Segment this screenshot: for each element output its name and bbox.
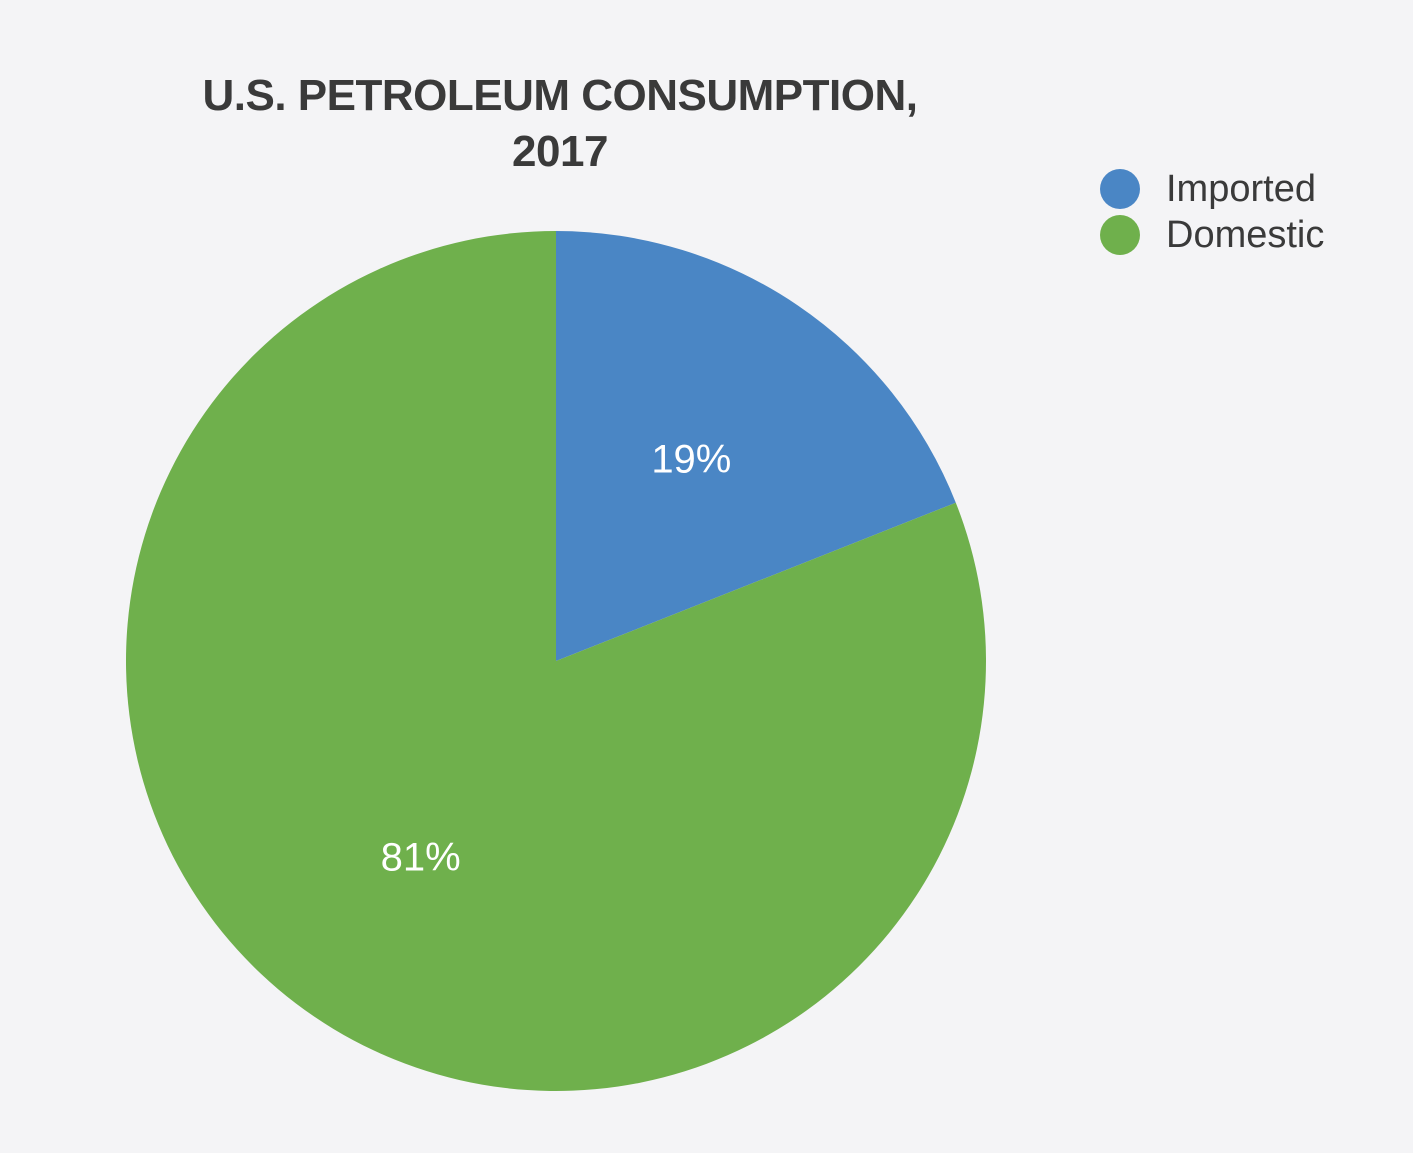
legend-label-domestic: Domestic bbox=[1166, 214, 1325, 256]
slice-label-imported: 19% bbox=[651, 437, 731, 481]
pie-slice-domestic bbox=[125, 231, 986, 1092]
legend-item-domestic: Domestic bbox=[1100, 212, 1324, 258]
pie-slice-imported bbox=[556, 231, 956, 661]
chart-title-line-2: 2017 bbox=[512, 127, 608, 176]
slice-label-domestic: 81% bbox=[381, 836, 461, 880]
legend-swatch-domestic bbox=[1100, 215, 1140, 255]
legend-swatch-imported bbox=[1100, 169, 1140, 209]
legend: Imported Domestic bbox=[1100, 166, 1324, 258]
legend-item-imported: Imported bbox=[1100, 166, 1324, 212]
legend-label-imported: Imported bbox=[1166, 168, 1316, 210]
chart-title: U.S. PETROLEUM CONSUMPTION, 2017 bbox=[110, 68, 1010, 180]
chart-title-line-1: U.S. PETROLEUM CONSUMPTION, bbox=[202, 71, 918, 120]
